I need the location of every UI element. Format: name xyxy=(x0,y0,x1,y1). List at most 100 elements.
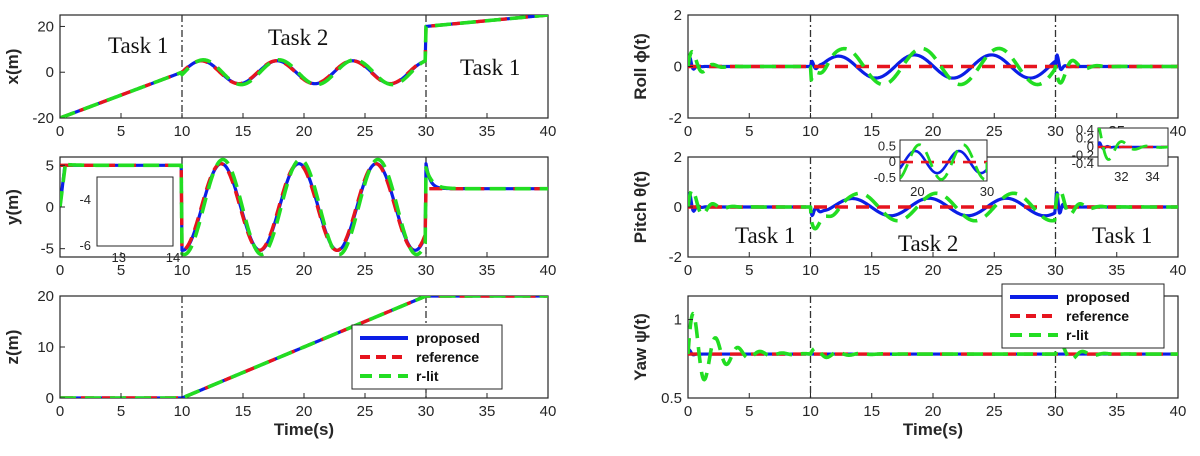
x-tick-label: 15 xyxy=(863,262,880,279)
x-rlit-line xyxy=(60,15,548,118)
y-tick-label: 20 xyxy=(37,18,54,35)
yaw-rlit-line xyxy=(688,311,1178,382)
legend-rlit-label: r-lit xyxy=(1066,327,1089,343)
x-tick-label: 35 xyxy=(1108,403,1125,420)
legend-reference-label: reference xyxy=(416,349,479,365)
legend-reference-label: reference xyxy=(1066,308,1129,324)
inset-x-tick: 20 xyxy=(910,184,924,199)
inset-y-tick: 0.4 xyxy=(1076,122,1094,137)
legend-left: proposed reference r-lit xyxy=(351,324,503,390)
task-labels-x: Task 1 Task 2 Task 1 xyxy=(108,25,520,80)
inset-x-tick: 14 xyxy=(166,250,180,265)
y-tick-label: 0.5 xyxy=(661,390,682,407)
legend-proposed-label: proposed xyxy=(416,330,480,346)
y-tick-label: 2 xyxy=(674,149,682,166)
y-tick-label: 5 xyxy=(46,157,54,174)
x-tick-label: 0 xyxy=(684,403,692,420)
x-tick-label: 10 xyxy=(174,403,191,420)
x-tick-label: 0 xyxy=(684,262,692,279)
x-tick-label: 30 xyxy=(1047,403,1064,420)
inset-frame xyxy=(899,139,988,182)
y-tick-label: 1 xyxy=(674,312,682,329)
inset-y-tick: -6 xyxy=(79,238,91,253)
y-tick-label: 10 xyxy=(37,339,54,356)
x-tick-label: 10 xyxy=(802,123,819,140)
inset-y: 13 14 -4 -6 xyxy=(79,176,180,265)
legend-proposed-label: proposed xyxy=(1066,289,1130,305)
x-tick-label: 25 xyxy=(357,262,374,279)
y-axis-label: Pitch θ(t) xyxy=(631,171,650,243)
y-axis-label: Yaw ψ(t) xyxy=(631,313,650,381)
x-tick-label: 35 xyxy=(1108,262,1125,279)
y-tick-label: 2 xyxy=(674,7,682,24)
y-rlit-line xyxy=(60,157,548,257)
x-tick-label: 40 xyxy=(1170,403,1187,420)
x-tick-label: 25 xyxy=(986,123,1003,140)
roll-rlit-line xyxy=(688,46,1178,87)
x-tick-label: 40 xyxy=(1170,262,1187,279)
inset-y-tick: 0 xyxy=(1087,139,1094,154)
y-tick-label: 0 xyxy=(46,199,54,216)
task-label: Task 1 xyxy=(735,223,795,248)
y-tick-label: -2 xyxy=(669,110,682,127)
inset-pitch-1-rlit-line xyxy=(900,143,987,181)
x-tick-label: 15 xyxy=(863,403,880,420)
x-tick-label: 40 xyxy=(540,262,557,279)
x-tick-label: 25 xyxy=(986,403,1003,420)
inset-y-tick: 0 xyxy=(889,154,896,169)
inset-x-tick: 30 xyxy=(980,184,994,199)
x-tick-label: 10 xyxy=(802,262,819,279)
legend-right: proposed reference r-lit xyxy=(1001,283,1165,349)
y-reference-line xyxy=(60,161,548,253)
y-tick-label: -2 xyxy=(669,249,682,266)
x-tick-label: 20 xyxy=(925,123,942,140)
x-tick-label: 40 xyxy=(540,403,557,420)
x-tick-label: 10 xyxy=(802,403,819,420)
x-tick-label: 15 xyxy=(235,123,252,140)
y-tick-label: 0 xyxy=(674,199,682,216)
x-tick-label: 15 xyxy=(235,262,252,279)
x-tick-label: 35 xyxy=(479,403,496,420)
x-tick-label: 15 xyxy=(235,403,252,420)
x-tick-label: 30 xyxy=(418,403,435,420)
x-tick-label: 10 xyxy=(174,123,191,140)
inset-y-tick: 0.2 xyxy=(1076,131,1094,146)
x-tick-label: 25 xyxy=(357,123,374,140)
x-tick-label: 5 xyxy=(745,123,753,140)
x-tick-label: 30 xyxy=(418,262,435,279)
x-tick-label: 30 xyxy=(418,123,435,140)
plot-area-x xyxy=(59,14,549,119)
task-label: Task 1 xyxy=(1092,223,1152,248)
x-tick-label: 20 xyxy=(296,262,313,279)
z-rlit-line xyxy=(60,296,548,398)
x-tick-label: 10 xyxy=(174,262,191,279)
task-label: Task 1 xyxy=(460,55,520,80)
y-tick-label: 0 xyxy=(46,64,54,81)
inset-y-tick: -0.4 xyxy=(1072,156,1094,171)
inset-y-tick: -4 xyxy=(79,192,91,207)
x-tick-label: 15 xyxy=(863,123,880,140)
inset-x-tick: 13 xyxy=(111,250,125,265)
x-tick-label: 0 xyxy=(56,123,64,140)
inset-x-tick: 34 xyxy=(1145,169,1159,184)
x-tick-label: 5 xyxy=(745,403,753,420)
inset-y-tick: 0.5 xyxy=(878,138,896,153)
inset-pitch-2: 32 34 0.40.20-0.2-0.4 xyxy=(1072,122,1169,184)
x-tick-label: 20 xyxy=(925,262,942,279)
x-tick-label: 35 xyxy=(479,262,496,279)
x-tick-label: 20 xyxy=(925,403,942,420)
task-label: Task 2 xyxy=(268,25,328,50)
task-label: Task 1 xyxy=(108,33,168,58)
y-tick-label: 20 xyxy=(37,288,54,305)
y-axis-label: z(m) xyxy=(3,330,22,365)
x-tick-label: 0 xyxy=(56,262,64,279)
x-tick-label: 0 xyxy=(56,403,64,420)
y-axis-label: Roll ϕ(t) xyxy=(631,33,650,100)
y-tick-label: -5 xyxy=(41,241,54,258)
y-axis-label: y(m) xyxy=(3,189,22,225)
x-tick-label: 25 xyxy=(986,262,1003,279)
x-tick-label: 5 xyxy=(117,262,125,279)
inset-pitch-1: 20 30 0.50-0.5 xyxy=(874,138,995,199)
